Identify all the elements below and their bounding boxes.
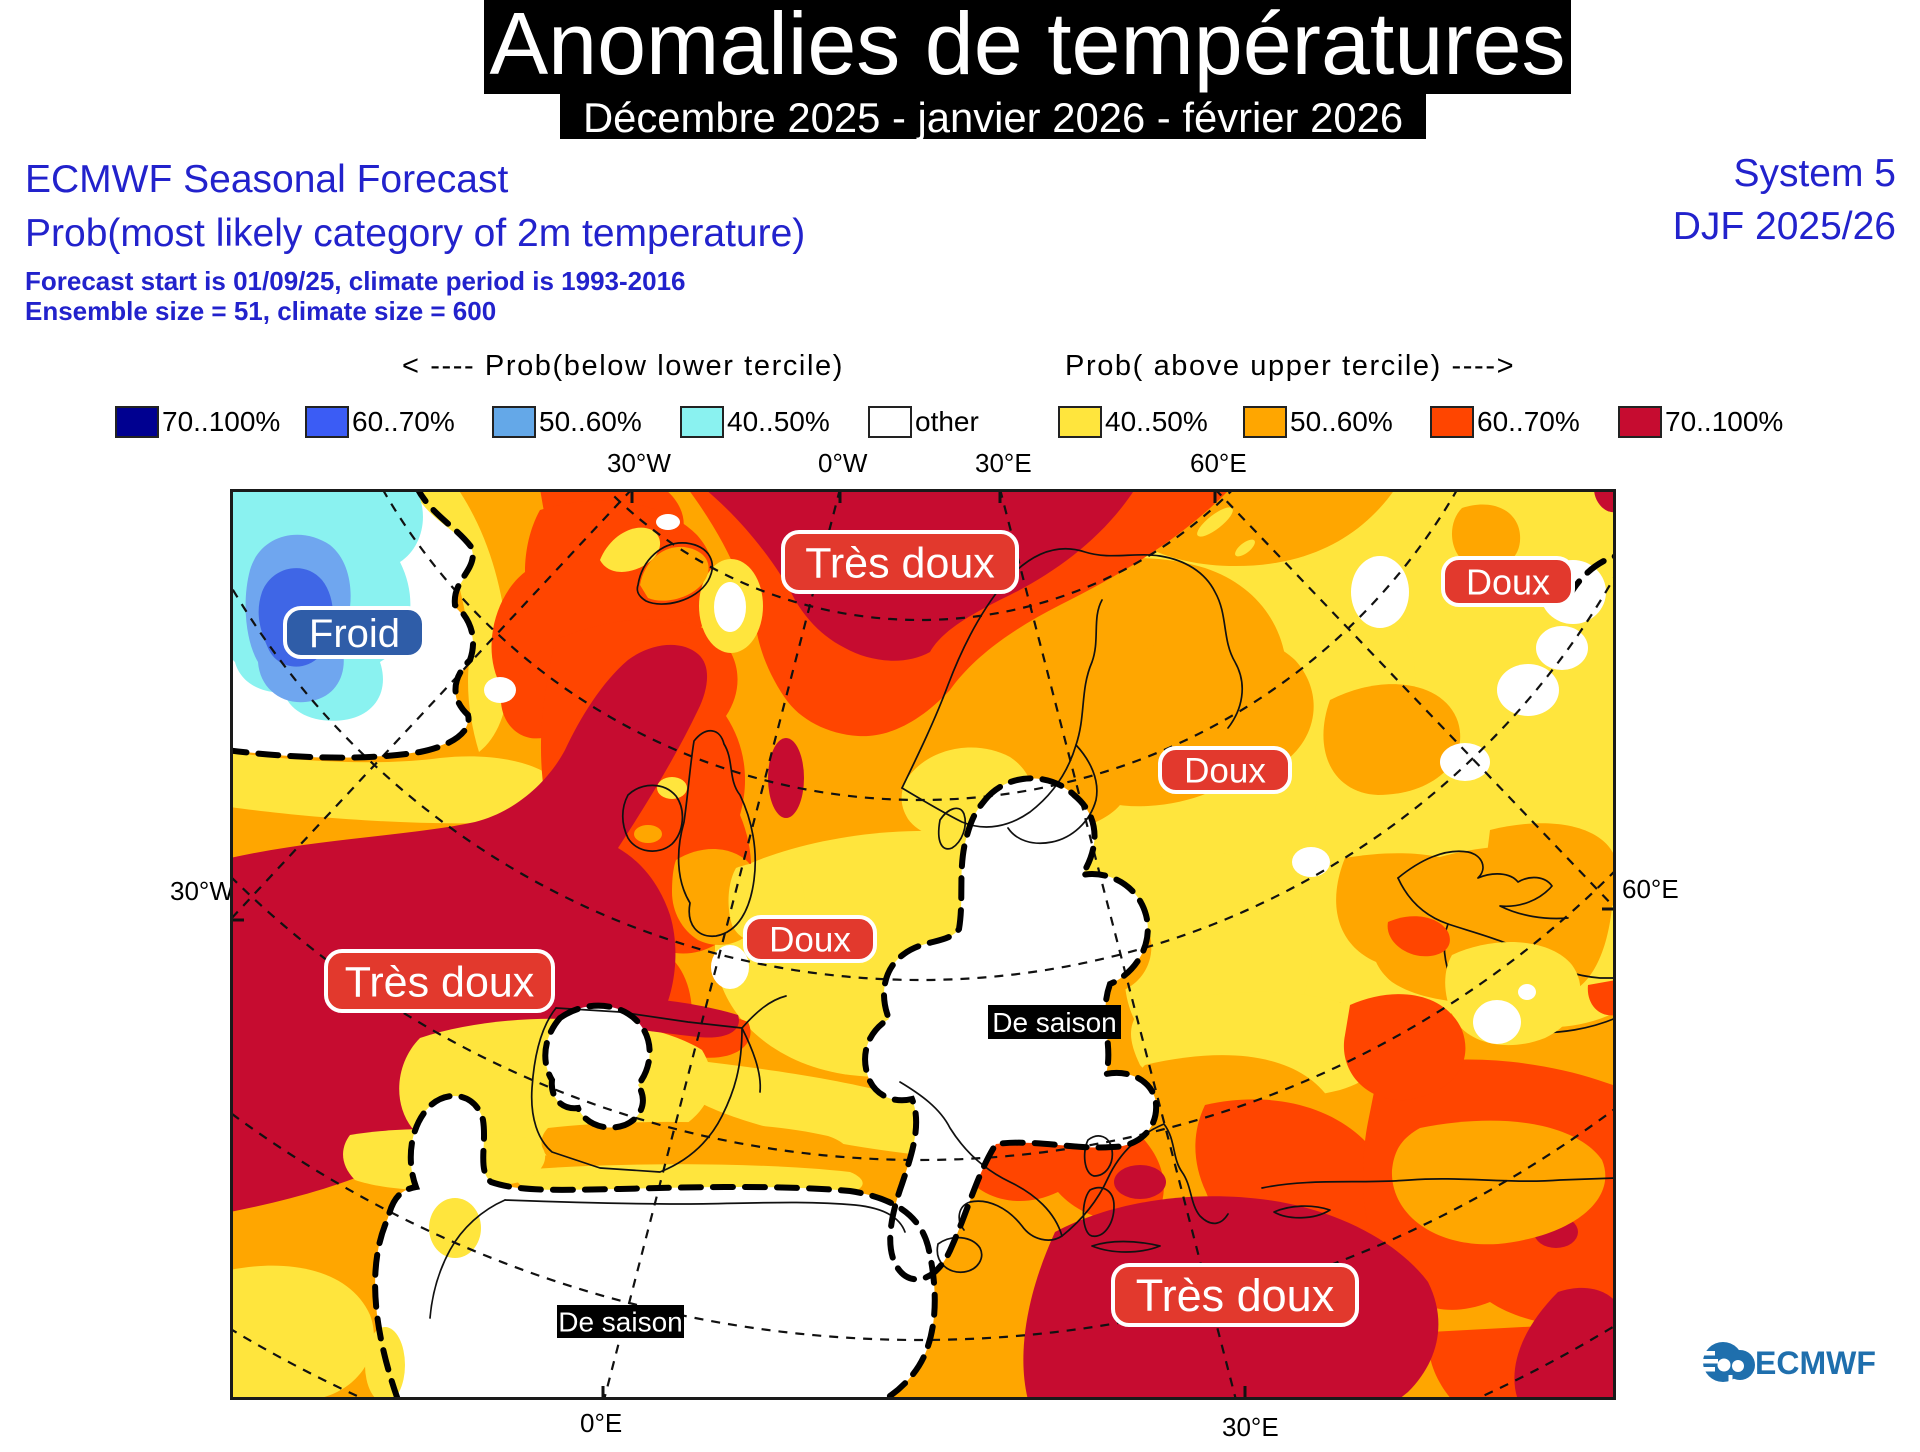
svg-text:Très doux: Très doux xyxy=(345,958,535,1006)
svg-text:Doux: Doux xyxy=(1184,752,1266,791)
svg-text:De saison: De saison xyxy=(558,1307,683,1338)
svg-text:De saison: De saison xyxy=(992,1007,1117,1038)
svg-text:Doux: Doux xyxy=(769,921,851,960)
svg-text:Doux: Doux xyxy=(1466,561,1550,602)
svg-text:Très doux: Très doux xyxy=(1136,1270,1335,1321)
svg-text:Froid: Froid xyxy=(309,612,400,656)
svg-text:Très doux: Très doux xyxy=(805,539,995,587)
svg-text:ECMWF: ECMWF xyxy=(1755,1345,1876,1381)
